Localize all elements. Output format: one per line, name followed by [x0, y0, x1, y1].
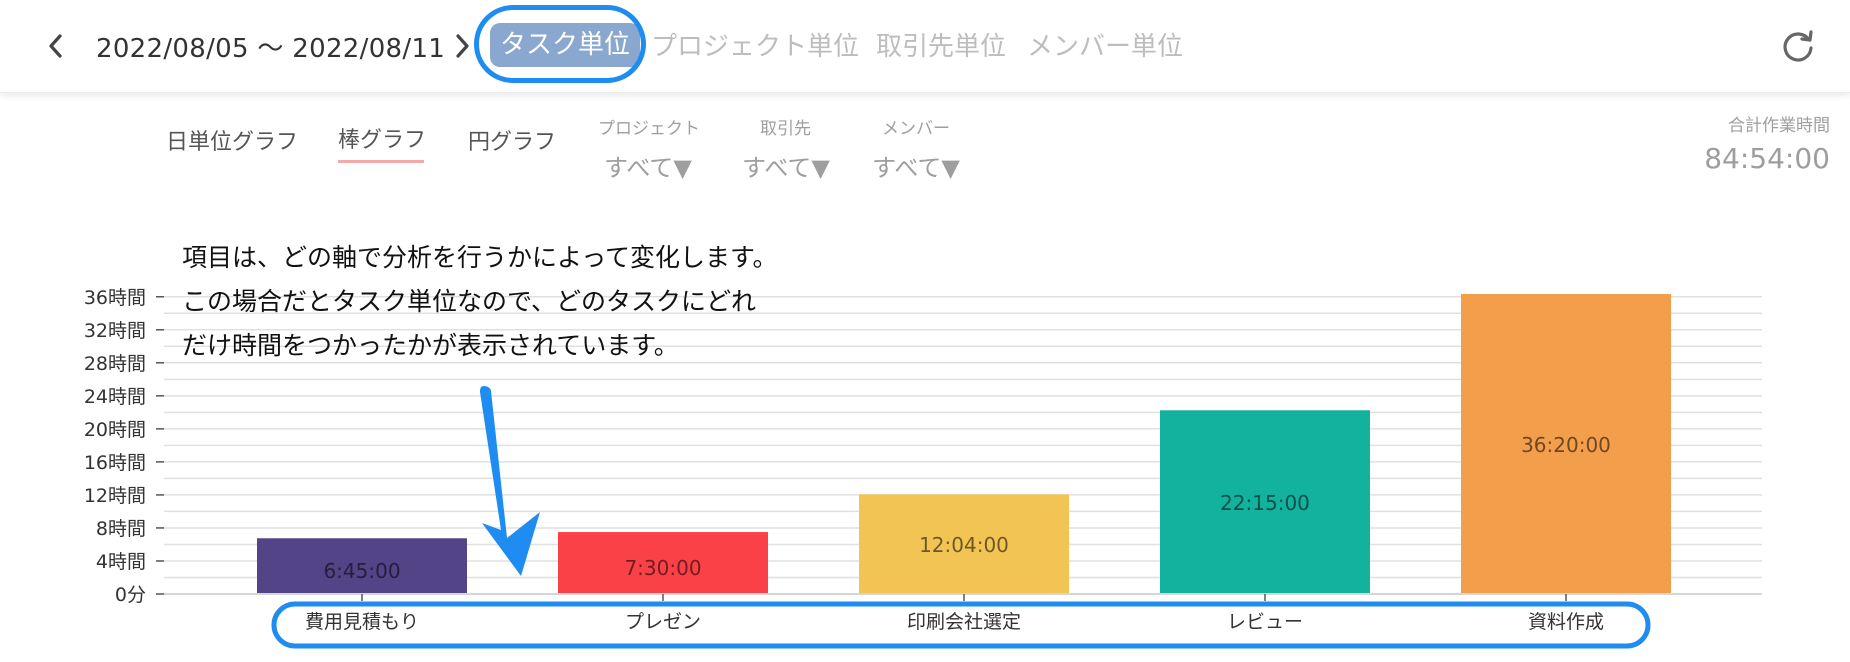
view-tab-pie[interactable]: 円グラフ: [468, 130, 557, 155]
total-time-value: 84:54:00: [1704, 142, 1830, 175]
tab-member[interactable]: メンバー単位: [1027, 32, 1184, 62]
x-tick-label: レビュー: [1227, 611, 1303, 633]
next-week-button[interactable]: [442, 24, 482, 68]
filter-client-label: 取引先: [760, 119, 811, 139]
y-tick-label: 4時間: [96, 551, 146, 573]
x-tick-label: 費用見積もり: [305, 611, 419, 633]
y-tick-label: 16時間: [84, 452, 146, 474]
date-range: 2022/08/05 〜 2022/08/11: [96, 34, 446, 64]
bar-value-label: 12:04:00: [919, 533, 1009, 557]
y-tick-label: 24時間: [84, 386, 146, 408]
y-tick-label: 8時間: [96, 518, 146, 540]
active-view-underline: [338, 160, 424, 163]
category-highlight-box: [271, 601, 1651, 649]
bar-value-label: 22:15:00: [1220, 491, 1310, 515]
bar-value-label: 7:30:00: [624, 556, 701, 580]
x-tick-label: 印刷会社選定: [907, 611, 1021, 633]
prev-week-button[interactable]: [36, 24, 76, 68]
filter-project-select[interactable]: すべて▼: [604, 154, 692, 182]
filter-member-select[interactable]: すべて▼: [872, 154, 960, 182]
tab-project[interactable]: プロジェクト単位: [651, 32, 860, 62]
filter-project-label: プロジェクト: [598, 119, 700, 139]
filter-member-label: メンバー: [882, 119, 950, 139]
bar: [1160, 410, 1370, 594]
chart-bars: 6:45:00 7:30:00 12:04:00 22:15:00 36:20:00: [257, 294, 1671, 594]
annotation-line: 項目は、どの軸で分析を行うかによって変化します。: [182, 243, 778, 272]
view-tab-bar[interactable]: 棒グラフ: [338, 128, 427, 153]
tab-task[interactable]: タスク単位: [490, 23, 641, 67]
y-tick-label: 12時間: [84, 485, 146, 507]
bar: [558, 532, 768, 594]
bar-value-label: 6:45:00: [323, 559, 400, 583]
y-tick-label: 0分: [115, 584, 146, 606]
arrow-icon: [480, 386, 540, 576]
y-tick-label: 28時間: [84, 353, 146, 375]
annotation-line: だけ時間をつかったかが表示されています。: [182, 331, 679, 360]
refresh-button[interactable]: [1778, 26, 1818, 66]
bar-value-label: 36:20:00: [1521, 433, 1611, 457]
x-tick-label: プレゼン: [625, 611, 701, 633]
y-tick-label: 20時間: [84, 419, 146, 441]
filter-client-select[interactable]: すべて▼: [742, 154, 830, 182]
bar: [257, 538, 467, 594]
total-time-label: 合計作業時間: [1728, 116, 1830, 136]
header-bar: 2022/08/05 〜 2022/08/11 タスク単位 プロジェクト単位 取…: [0, 0, 1850, 93]
chart-axes: 0分 4時間 8時間 12時間 16時間 20時間 24時間 28時間 32時間 36時間費用見積…: [84, 287, 1762, 633]
y-tick-label: 32時間: [84, 320, 146, 342]
y-tick-label: 36時間: [84, 287, 146, 309]
tab-client[interactable]: 取引先単位: [876, 32, 1007, 62]
chevron-left-icon: [49, 34, 62, 58]
x-tick-label: 資料作成: [1528, 611, 1604, 633]
chart-annotations: [271, 386, 1651, 649]
refresh-icon: [1783, 30, 1813, 62]
view-tab-daily[interactable]: 日単位グラフ: [166, 130, 299, 155]
bar: [859, 494, 1069, 594]
annotation-line: この場合だとタスク単位なので、どのタスクにどれ: [182, 287, 757, 316]
bar: [1461, 294, 1671, 594]
annotation-note: 項目は、どの軸で分析を行うかによって変化します。 この場合だとタスク単位なので、…: [182, 236, 778, 368]
chevron-right-icon: [456, 34, 469, 58]
